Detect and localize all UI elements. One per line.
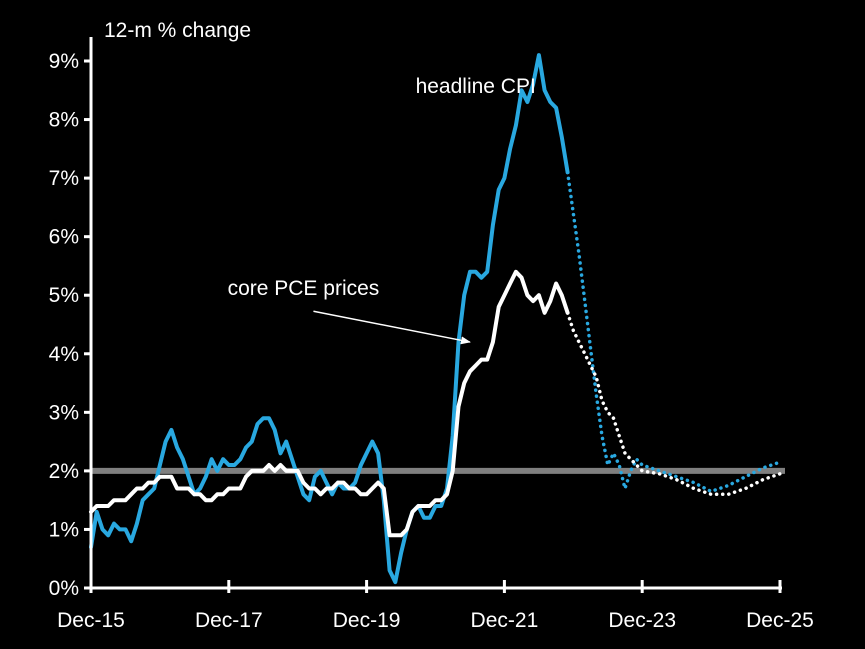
x-tick-label: Dec-21 xyxy=(471,609,539,632)
core-pce-label: core PCE prices xyxy=(228,277,380,300)
y-tick-label: 6% xyxy=(49,226,79,249)
y-tick-label: 0% xyxy=(49,577,79,600)
y-tick-label: 4% xyxy=(49,343,79,366)
y-tick-label: 5% xyxy=(49,284,79,307)
core-pce-prices-forecast-line xyxy=(565,311,782,497)
core-pce-arrow xyxy=(313,310,471,345)
y-tick-label: 1% xyxy=(49,518,79,541)
x-axis-ticks: Dec-15 Dec-17 Dec-19 Dec-21 Dec-23 Dec-25 xyxy=(57,580,814,632)
y-tick-label: 2% xyxy=(49,460,79,483)
series-layer xyxy=(89,53,782,585)
headline-cpi-forecast-line xyxy=(565,170,782,494)
x-tick-label: Dec-23 xyxy=(608,609,676,632)
x-tick-label: Dec-25 xyxy=(746,609,814,632)
headline-cpi-label: headline CPI xyxy=(416,75,536,98)
axis-layer xyxy=(89,37,782,590)
y-unit-label: 12-m % change xyxy=(104,19,251,42)
core-pce-prices-line xyxy=(89,269,570,538)
x-tick-label: Dec-17 xyxy=(195,609,263,632)
y-tick-label: 3% xyxy=(49,401,79,424)
y-tick-label: 8% xyxy=(49,109,79,132)
y-tick-label: 9% xyxy=(49,50,79,73)
x-tick-label: Dec-15 xyxy=(57,609,125,632)
y-tick-label: 7% xyxy=(49,167,79,190)
annotation-layer: headline CPI core PCE prices xyxy=(228,75,536,345)
y-axis-ticks: 0% 1% 2% 3% 4% 5% 6% 7% 8% 9% xyxy=(49,50,91,600)
x-tick-label: Dec-19 xyxy=(333,609,401,632)
